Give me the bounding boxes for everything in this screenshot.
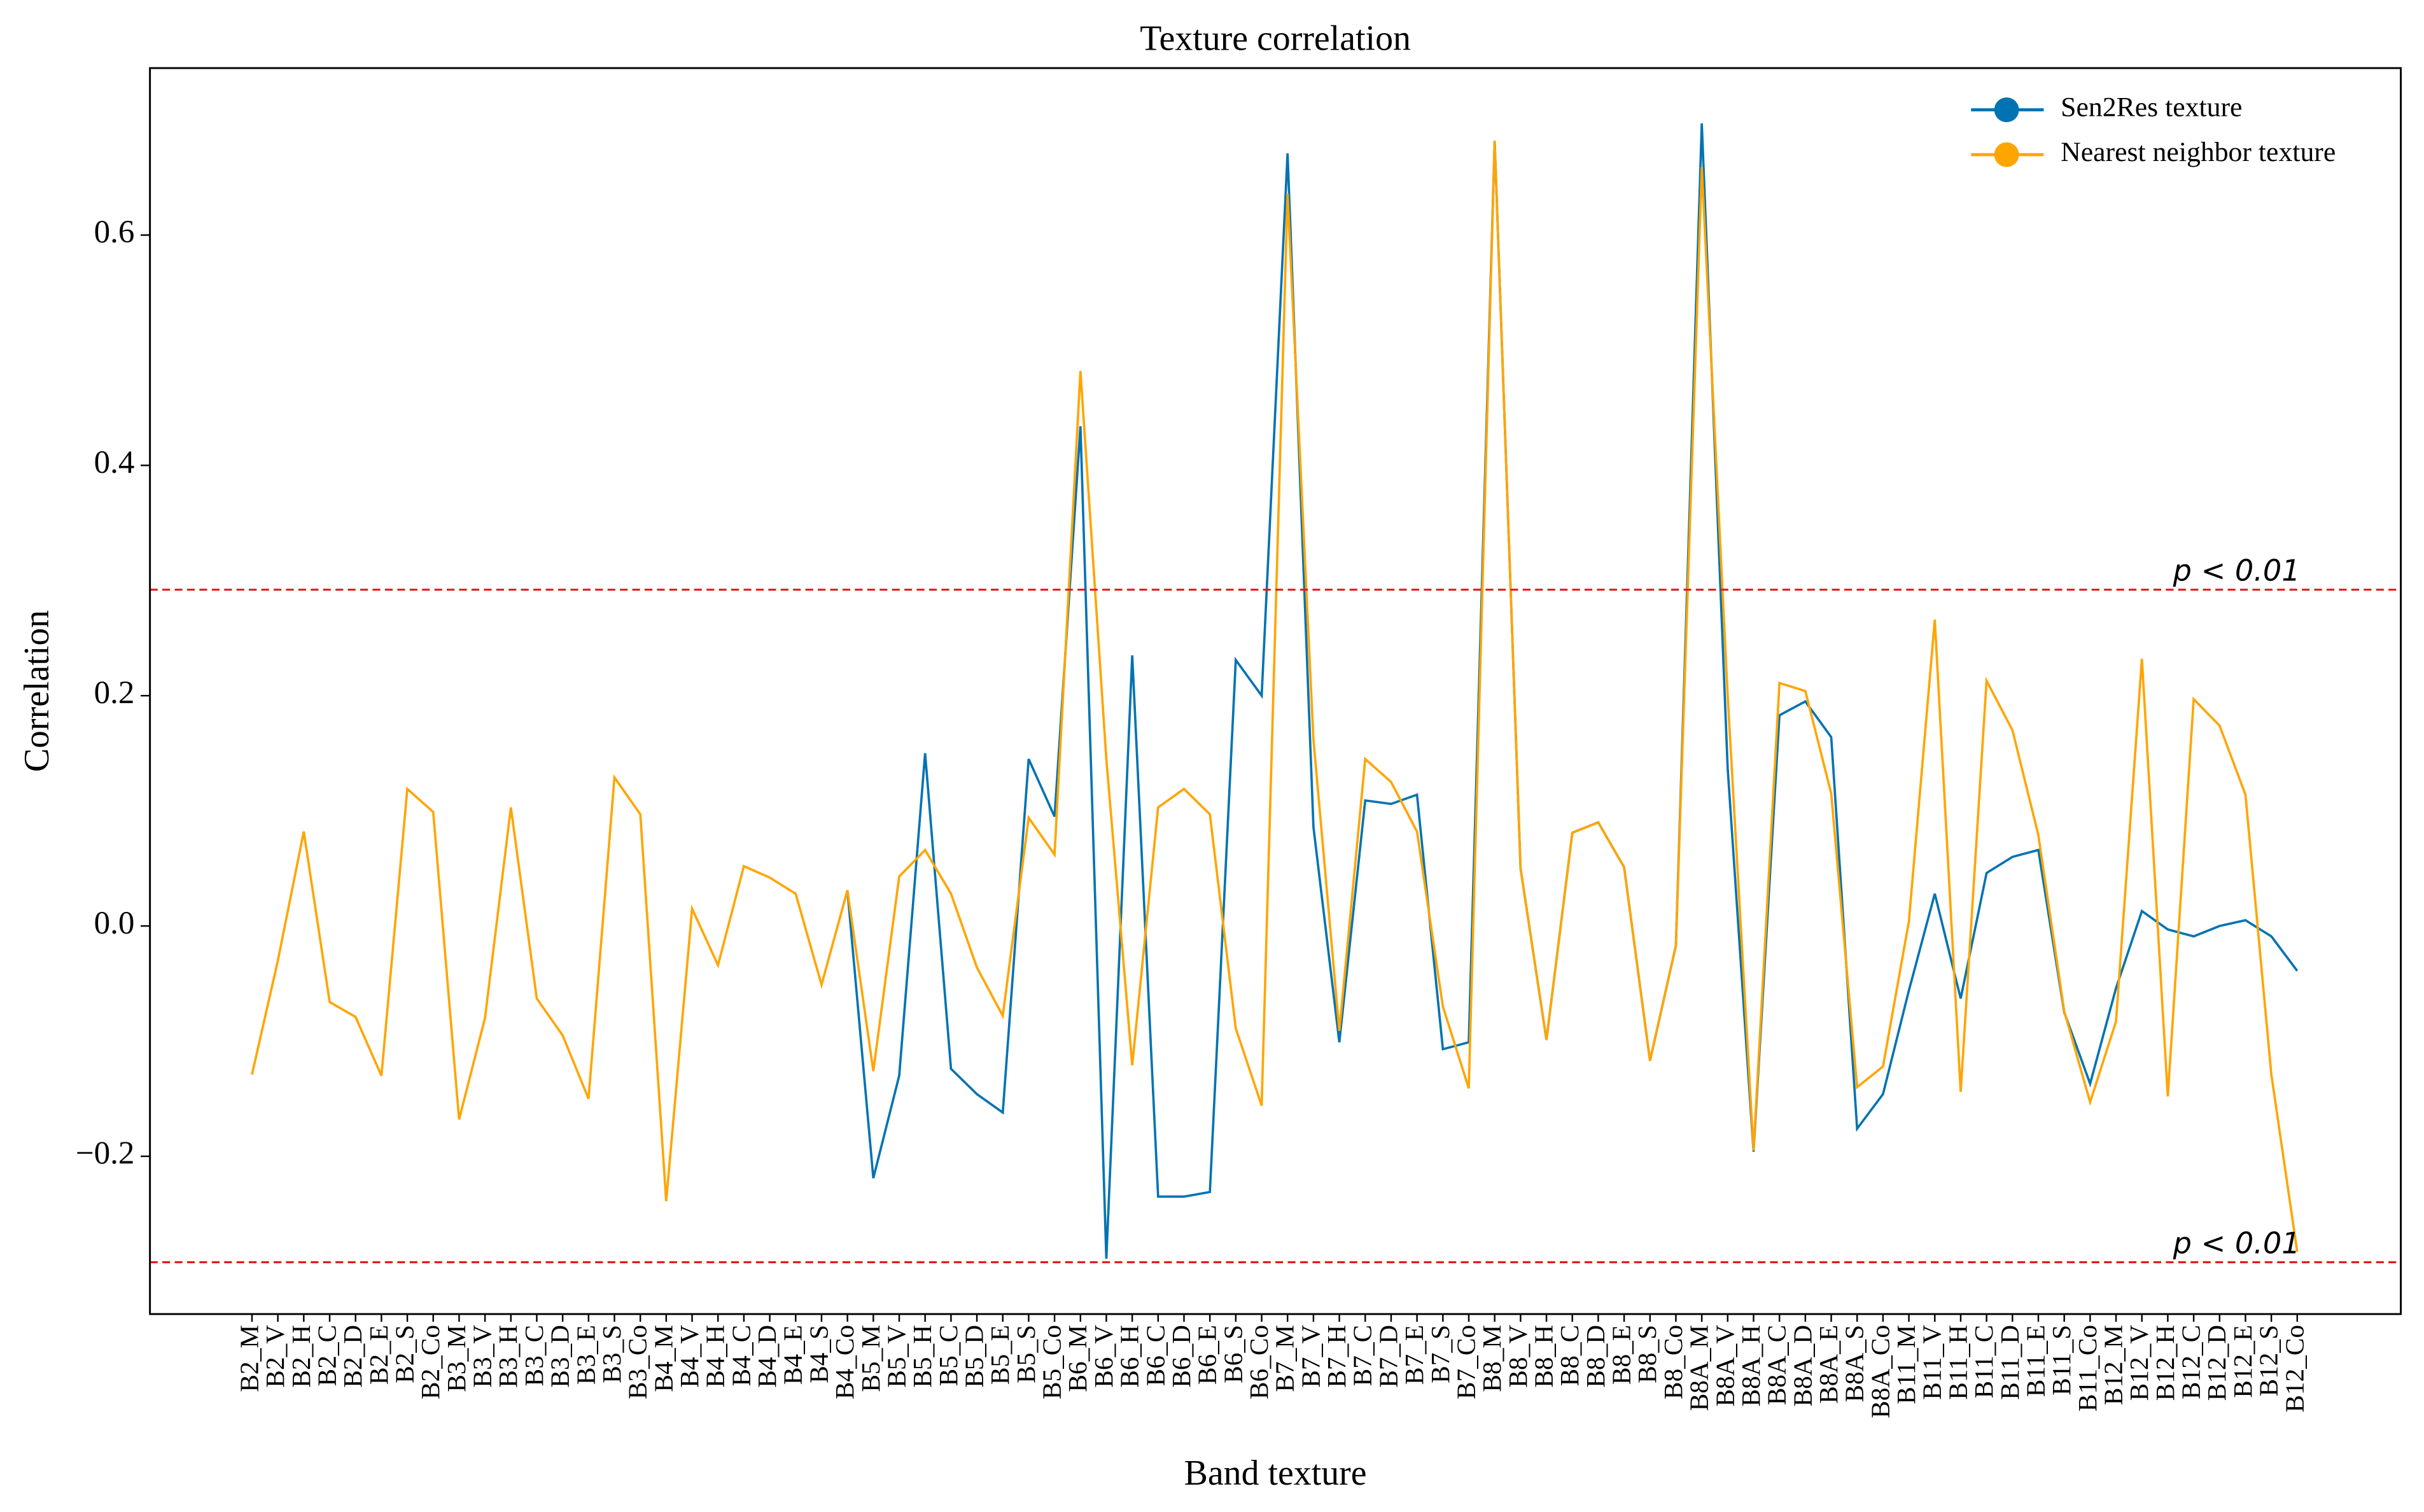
- x-tick-label: B11_C: [1969, 1325, 1998, 1398]
- x-tick-label: B12_D: [2202, 1325, 2231, 1401]
- x-tick-label: B7_H: [1322, 1325, 1351, 1388]
- y-tick-label: 0.4: [94, 445, 135, 480]
- x-tick-label: B3_D: [545, 1325, 575, 1388]
- x-tick-label: B4_H: [701, 1325, 730, 1388]
- x-tick-label: B8A_S: [1840, 1325, 1869, 1403]
- x-tick-label: B8A_C: [1762, 1325, 1791, 1405]
- plot-frame: [149, 67, 2402, 1315]
- x-tick-label: B2_D: [338, 1325, 367, 1388]
- y-tick-label: −0.2: [76, 1136, 135, 1172]
- x-tick-label: B3_S: [597, 1325, 626, 1383]
- x-tick-label: B8A_M: [1685, 1325, 1714, 1411]
- x-tick-label: B4_V: [675, 1325, 704, 1388]
- x-tick-label: B5_D: [960, 1325, 989, 1388]
- x-tick-label: B12_V: [2124, 1325, 2154, 1401]
- x-tick-label: B2_C: [312, 1325, 341, 1386]
- x-tick-label: B7_S: [1426, 1325, 1455, 1383]
- series-line: [846, 123, 2299, 1259]
- legend-marker: [1994, 97, 2019, 123]
- x-tick-label: B11_H: [1943, 1325, 1972, 1400]
- x-tick-label: B3_Co: [623, 1325, 652, 1399]
- x-tick-label: B5_E: [985, 1325, 1014, 1385]
- x-tick-label: B11_D: [1995, 1325, 2024, 1400]
- x-tick-label: B3_M: [442, 1325, 471, 1392]
- x-tick-label: B12_Co: [2280, 1325, 2309, 1413]
- x-tick-label: B6_D: [1166, 1325, 1196, 1388]
- x-tick-label: B4_E: [778, 1325, 808, 1385]
- x-tick-label: B5_S: [1011, 1325, 1040, 1383]
- threshold-label: p < 0.01: [2173, 1226, 2301, 1260]
- x-tick-label: B7_E: [1399, 1325, 1429, 1385]
- x-tick-label: B8A_Co: [1865, 1325, 1895, 1418]
- x-tick-label: B2_V: [260, 1325, 290, 1388]
- y-tick-label: 0.6: [94, 214, 135, 250]
- x-tick-label: B4_M: [648, 1325, 678, 1392]
- x-tick-label: B8_Co: [1658, 1325, 1688, 1399]
- x-tick-label: B12_S: [2254, 1325, 2283, 1396]
- x-tick-label: B8A_H: [1736, 1325, 1765, 1406]
- threshold-label: p < 0.01: [2173, 554, 2301, 588]
- x-tick-label: B5_M: [856, 1325, 885, 1392]
- x-tick-label: B12_M: [2099, 1325, 2128, 1405]
- y-axis-label: Correlation: [17, 610, 57, 772]
- series-line: [251, 140, 2299, 1252]
- x-tick-label: B11_V: [1917, 1325, 1947, 1400]
- x-tick-label: B11_E: [2021, 1325, 2050, 1397]
- x-tick-label: B6_H: [1115, 1325, 1144, 1388]
- x-tick-label: B7_D: [1373, 1325, 1403, 1388]
- x-tick-label: B6_V: [1089, 1325, 1118, 1388]
- x-tick-label: B4_C: [726, 1325, 755, 1386]
- chart-title: Texture correlation: [1140, 19, 1411, 59]
- x-tick-label: B4_S: [804, 1325, 833, 1383]
- x-tick-label: B4_D: [752, 1325, 781, 1388]
- legend-marker: [1994, 142, 2019, 167]
- x-tick-label: B12_H: [2150, 1325, 2180, 1401]
- x-tick-label: B8_H: [1529, 1325, 1559, 1388]
- x-tick-label: B8_V: [1503, 1325, 1532, 1388]
- x-tick-label: B6_Co: [1244, 1325, 1273, 1399]
- x-tick-label: B12_E: [2228, 1325, 2257, 1398]
- x-tick-label: B5_H: [907, 1325, 937, 1388]
- x-tick-label: B6_S: [1218, 1325, 1247, 1383]
- x-tick-label: B11_S: [2047, 1325, 2076, 1396]
- x-tick-label: B8A_V: [1710, 1325, 1739, 1407]
- x-tick-label: B4_Co: [830, 1325, 859, 1399]
- x-tick-label: B3_H: [493, 1325, 522, 1388]
- x-tick-label: B7_V: [1296, 1325, 1325, 1388]
- legend-label: Sen2Res texture: [2061, 92, 2242, 123]
- x-tick-label: B2_Co: [416, 1325, 445, 1399]
- x-tick-label: B8_S: [1632, 1325, 1662, 1383]
- x-tick-label: B5_C: [934, 1325, 963, 1386]
- x-tick-label: B6_E: [1193, 1325, 1222, 1385]
- x-axis-label: Band texture: [1184, 1453, 1367, 1493]
- x-tick-label: B2_S: [390, 1325, 419, 1383]
- x-tick-label: B2_E: [364, 1325, 393, 1385]
- x-tick-label: B2_M: [234, 1325, 263, 1392]
- x-tick-label: B3_V: [468, 1325, 497, 1388]
- x-tick-label: B8A_D: [1788, 1325, 1817, 1406]
- y-tick-label: 0.0: [94, 906, 135, 941]
- x-tick-label: B8_M: [1477, 1325, 1506, 1392]
- x-tick-label: B3_C: [519, 1325, 549, 1386]
- x-tick-label: B6_C: [1140, 1325, 1170, 1386]
- x-tick-label: B8_E: [1607, 1325, 1636, 1385]
- x-tick-label: B11_M: [1891, 1325, 1921, 1404]
- x-tick-label: B8_C: [1555, 1325, 1584, 1386]
- x-tick-label: B8A_E: [1814, 1325, 1843, 1404]
- legend-label: Nearest neighbor texture: [2061, 137, 2336, 167]
- x-tick-label: B7_Co: [1451, 1325, 1480, 1399]
- x-tick-label: B5_Co: [1037, 1325, 1067, 1399]
- x-tick-label: B7_M: [1270, 1325, 1300, 1392]
- x-tick-label: B8_D: [1581, 1325, 1610, 1388]
- x-tick-label: B6_M: [1063, 1325, 1092, 1392]
- x-tick-label: B5_V: [881, 1325, 911, 1388]
- y-tick-label: 0.2: [94, 675, 135, 711]
- x-tick-label: B3_E: [571, 1325, 600, 1385]
- x-tick-label: B11_Co: [2073, 1325, 2102, 1411]
- x-tick-label: B7_C: [1348, 1325, 1377, 1386]
- x-tick-label: B12_C: [2176, 1325, 2206, 1399]
- x-tick-label: B2_H: [286, 1325, 316, 1388]
